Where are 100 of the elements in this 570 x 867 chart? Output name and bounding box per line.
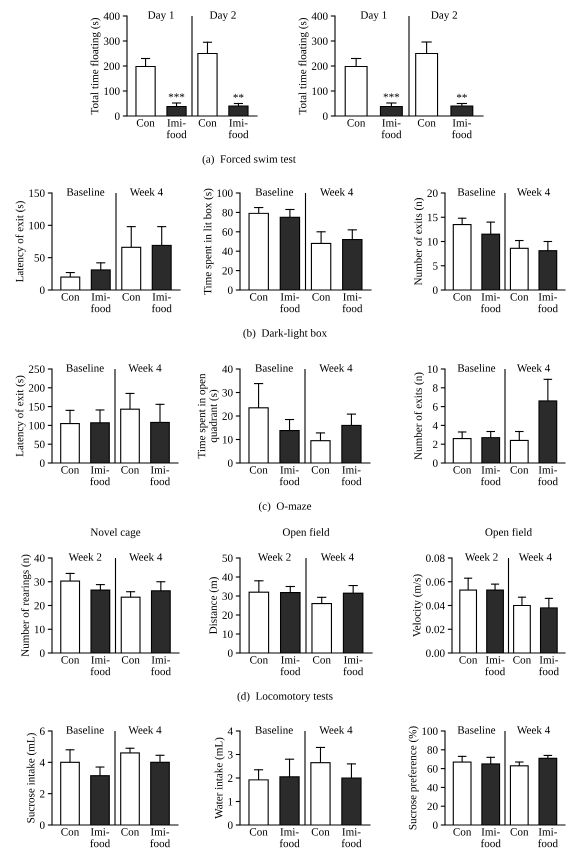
y-axis-title: Velocity (m/s): [412, 574, 423, 638]
y-tick-label: 10: [428, 365, 438, 373]
y-tick-label: 40: [222, 573, 233, 581]
y-tick-label: 250: [28, 365, 45, 373]
x-tick-label: Imi- food: [343, 656, 364, 676]
x-tick-label: Con: [198, 119, 217, 127]
x-tick-label: Imi- food: [90, 466, 110, 486]
y-axis-title: Total time floating (s): [90, 18, 101, 114]
x-tick-label: Con: [61, 828, 80, 836]
y-tick-label: 400: [104, 12, 120, 20]
annotation: Baseline: [66, 188, 104, 196]
y-axis-title: Water intake (mL): [214, 738, 225, 819]
x-tick-label: Con: [418, 119, 436, 127]
x-tick-label: Con: [61, 466, 80, 474]
y-tick-label: 50: [34, 254, 45, 262]
x-tick-label: Con: [250, 466, 268, 474]
y-tick-label: 2: [432, 440, 438, 448]
y-tick-label: 0: [40, 821, 45, 829]
annotation: Week 4: [518, 552, 552, 561]
x-tick-label: Imi- food: [485, 656, 506, 676]
y-tick-label: 40: [427, 784, 438, 792]
x-tick-label: Imi- food: [150, 828, 170, 848]
x-tick-label: Con: [121, 466, 140, 474]
y-tick-label: 4: [432, 422, 438, 430]
x-tick-label: Imi- food: [280, 466, 300, 486]
y-tick-label: 150: [29, 189, 45, 197]
y-tick-label: 0: [40, 286, 45, 294]
x-tick-label: Imi- food: [342, 293, 362, 312]
annotation: Week 4: [320, 188, 354, 196]
x-tick-label: Con: [312, 656, 331, 664]
annotation: Baseline: [255, 726, 293, 734]
x-tick-label: Con: [250, 293, 268, 301]
y-axis-title: Sucrose intake (mL): [26, 733, 37, 823]
y-tick-label: 30: [34, 578, 45, 586]
chart-title: Open field: [282, 528, 330, 538]
y-tick-label: 40: [222, 365, 233, 373]
annotation: Baseline: [256, 188, 294, 196]
y-tick-label: 60: [427, 765, 438, 773]
y-tick-label: 150: [29, 403, 45, 411]
x-tick-label: Con: [122, 656, 140, 664]
y-tick-label: 100: [217, 189, 233, 197]
text: (c) O-maze: [258, 502, 312, 512]
y-tick-label: 100: [104, 87, 120, 95]
x-tick-label: Imi- food: [280, 656, 300, 676]
y-tick-label: 10: [34, 626, 45, 634]
x-tick-label: Con: [312, 466, 330, 474]
y-tick-label: 8: [432, 384, 438, 392]
annotation: Week 4: [128, 726, 162, 734]
annotation: Week 2: [68, 552, 102, 561]
annotation: Week 4: [320, 552, 354, 561]
annotation: Baseline: [458, 364, 496, 372]
annotation: Baseline: [66, 726, 104, 734]
x-tick-label: Con: [347, 119, 366, 127]
y-tick-label: 300: [104, 37, 120, 45]
y-tick-label: 20: [34, 602, 45, 610]
y-tick-label: 5: [433, 262, 438, 270]
y-tick-label: 6: [432, 403, 438, 411]
y-tick-label: 0: [432, 286, 438, 294]
y-axis-title: Distance (m): [209, 577, 220, 634]
x-tick-label: Con: [122, 293, 140, 301]
x-tick-label: Con: [136, 119, 155, 127]
x-tick-label: Imi- food: [90, 828, 110, 848]
y-tick-label: 0: [40, 649, 45, 657]
y-tick-label: 3: [228, 750, 233, 758]
y-tick-label: 20: [427, 189, 438, 197]
x-tick-label: Con: [453, 466, 472, 474]
y-tick-label: 0.02: [426, 626, 444, 634]
y-tick-label: 0: [432, 821, 438, 829]
annotation: Week 4: [319, 726, 352, 734]
annotation: Day 1: [148, 11, 174, 22]
y-tick-label: 400: [312, 12, 328, 20]
x-tick-label: Imi- food: [538, 828, 558, 848]
y-tick-label: 40: [222, 248, 233, 256]
annotation: Week 2: [258, 552, 291, 561]
chart-title: Open field: [485, 528, 532, 538]
y-tick-label: 0: [228, 286, 233, 294]
annotation: Week 4: [516, 726, 550, 734]
y-tick-label: 20: [222, 412, 233, 420]
y-tick-label: 200: [28, 384, 45, 392]
y-tick-label: 0.08: [426, 554, 445, 562]
y-tick-label: 0: [114, 112, 120, 120]
y-tick-label: 30: [222, 592, 233, 600]
y-tick-label: 60: [222, 228, 233, 236]
y-axis-title: Number of rearings (n): [20, 554, 32, 657]
x-tick-label: Imi- food: [228, 119, 248, 138]
annotation: Week 4: [129, 552, 162, 561]
data-label: ***: [384, 93, 400, 98]
x-tick-label: Con: [312, 293, 330, 301]
y-tick-label: 40: [34, 554, 45, 562]
y-tick-label: 10: [222, 630, 233, 638]
y-tick-label: 4: [228, 728, 233, 735]
text: (a) Forced swim test: [202, 154, 296, 166]
x-tick-label: Con: [510, 293, 528, 301]
x-tick-label: Imi- food: [280, 293, 300, 312]
annotation: Week 4: [319, 364, 352, 372]
y-tick-label: 0: [228, 459, 233, 467]
x-tick-label: Imi- food: [342, 828, 362, 848]
x-tick-label: Con: [250, 656, 268, 664]
y-tick-label: 0: [322, 112, 328, 120]
y-tick-label: 0: [40, 459, 45, 467]
